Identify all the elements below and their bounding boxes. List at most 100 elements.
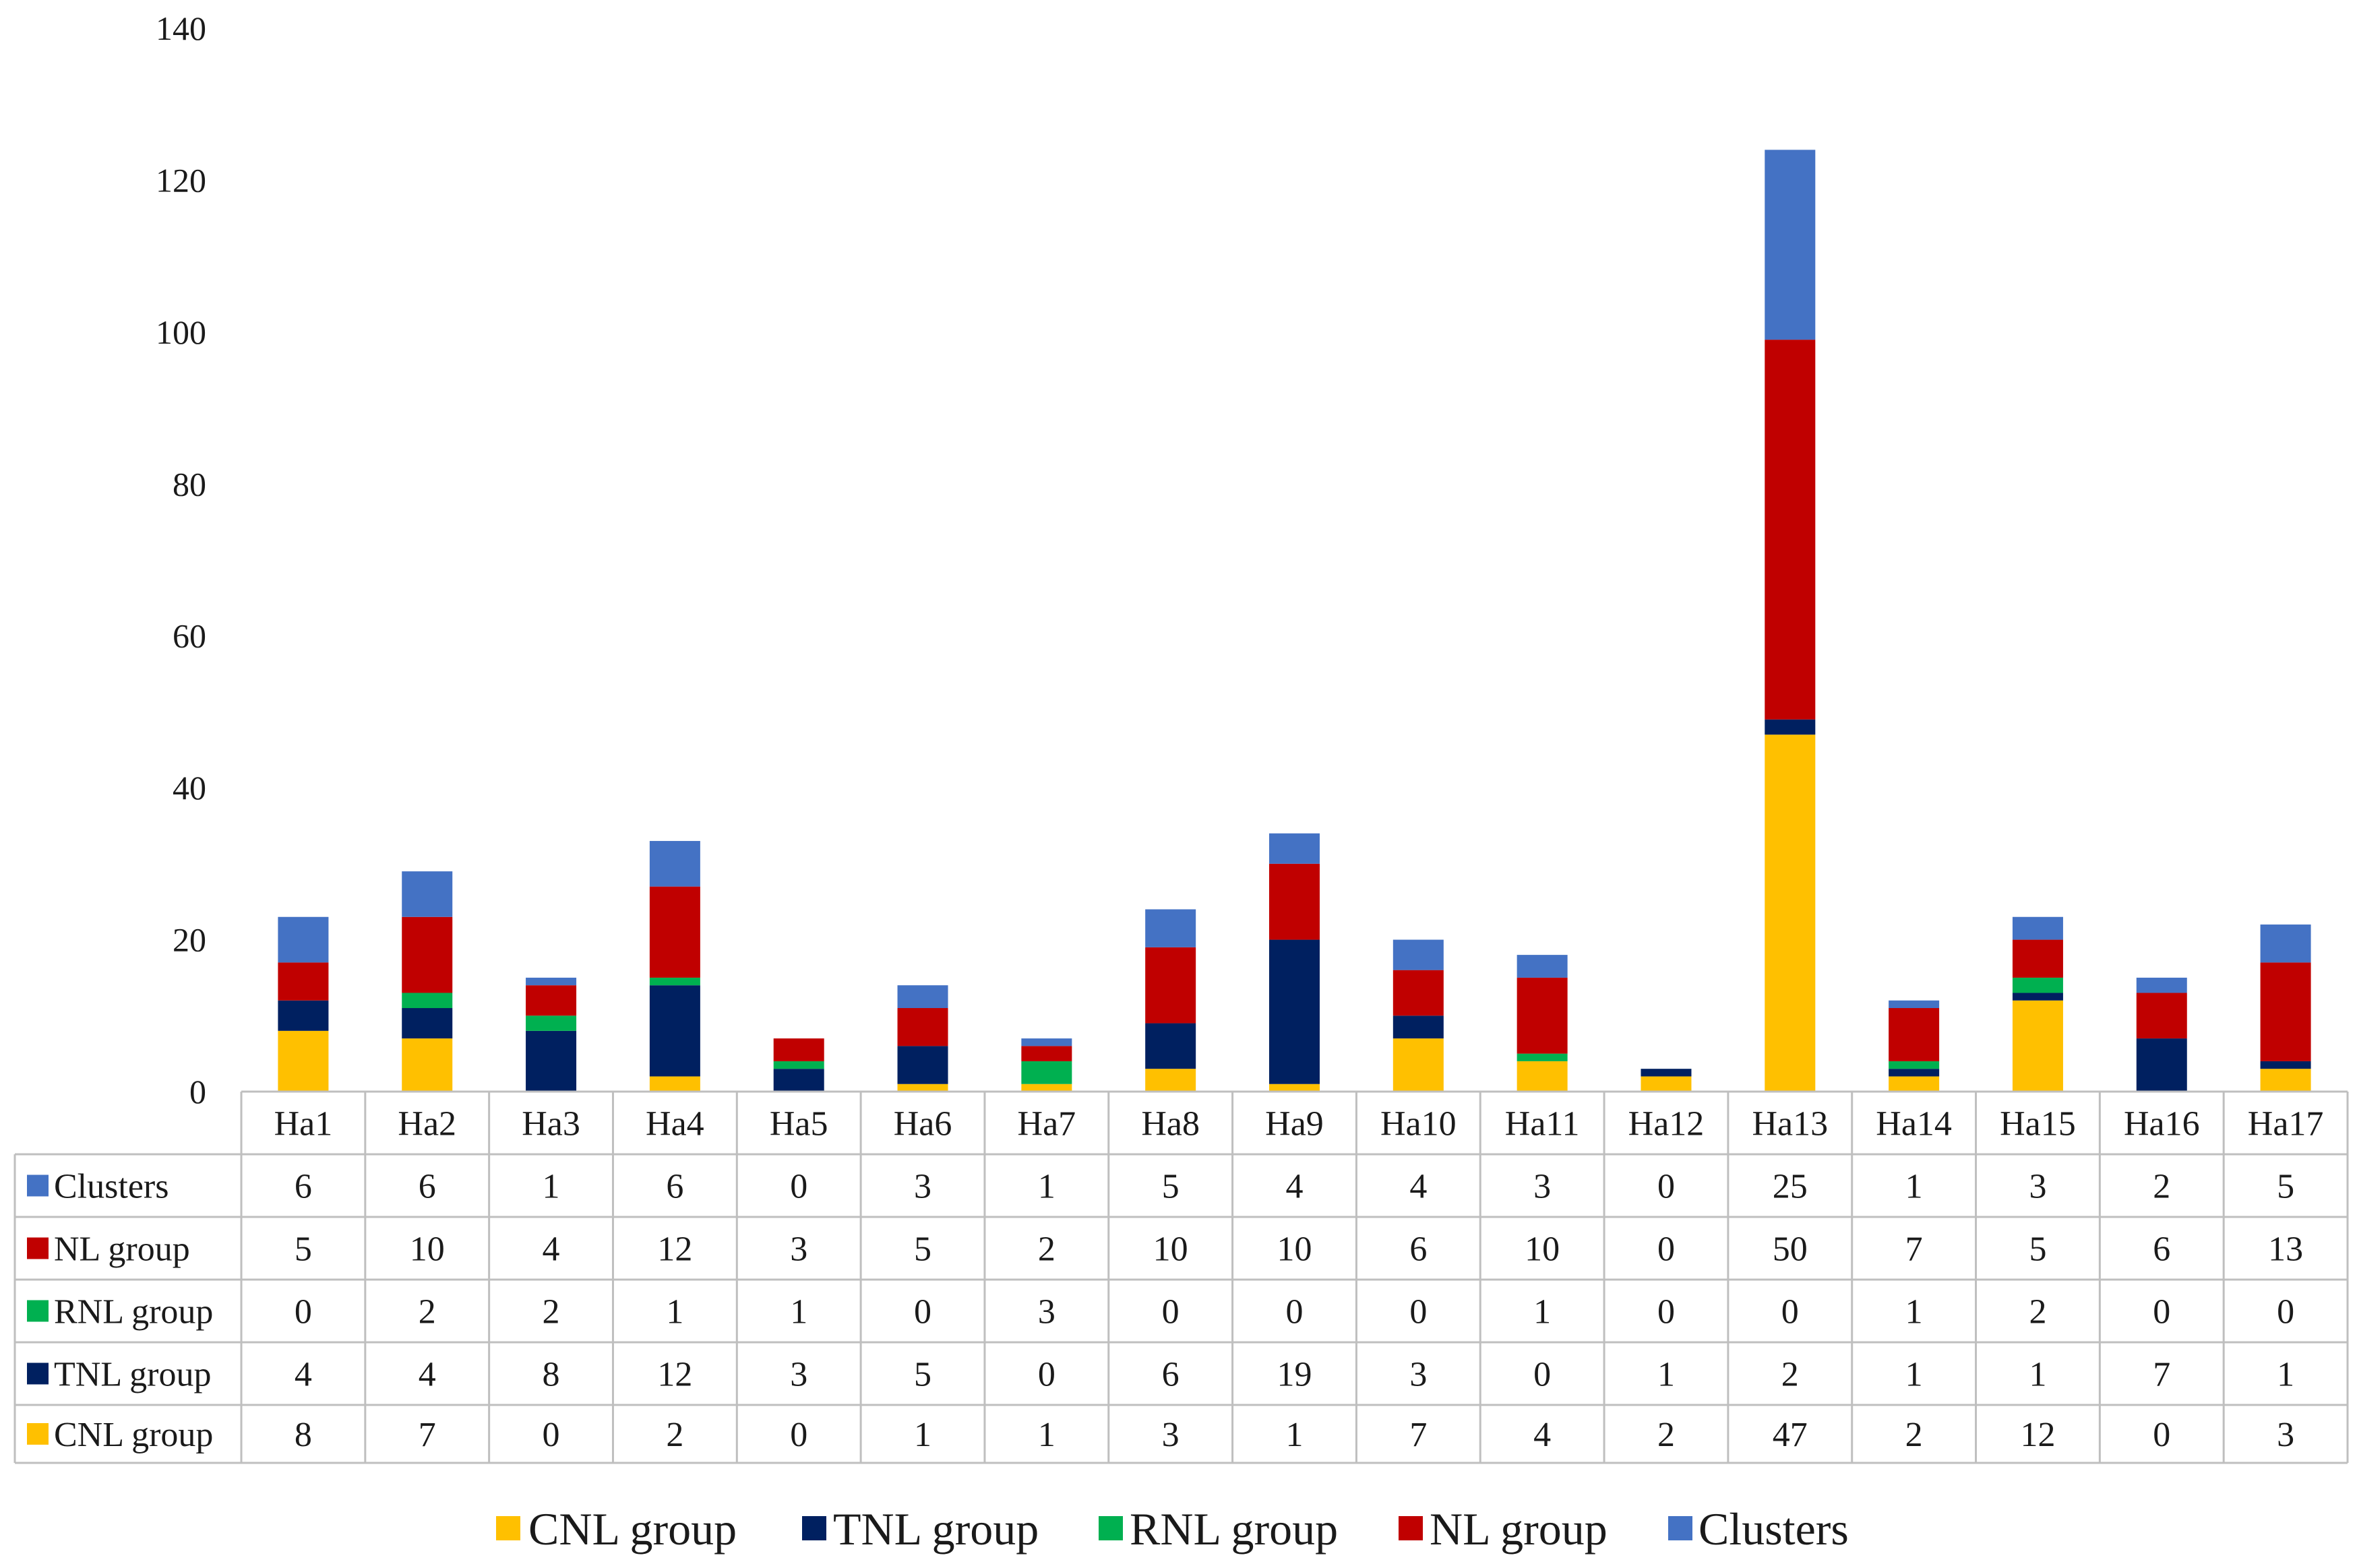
bar-nl-group-ha16	[2136, 993, 2187, 1039]
bar-tnl-group-ha14	[1889, 1069, 1940, 1077]
table-cell: 1	[2277, 1356, 2294, 1394]
table-cell: 1	[1533, 1293, 1551, 1331]
table-cell: 2	[543, 1293, 560, 1331]
table-row-swatch	[27, 1300, 49, 1322]
bar-rnl-group-ha4	[649, 977, 700, 986]
table-cell: 0	[543, 1416, 560, 1454]
bar-nl-group-ha2	[402, 916, 453, 993]
table-cell: 1	[1905, 1168, 1923, 1206]
table-cell: 7	[1409, 1416, 1427, 1454]
table-cell: 50	[1773, 1230, 1808, 1269]
table-cell: 7	[419, 1416, 436, 1454]
table-cell: 8	[543, 1356, 560, 1394]
table-cell: 3	[2277, 1416, 2294, 1454]
x-tick-label: Ha11	[1505, 1105, 1580, 1143]
y-tick-label: 0	[189, 1073, 206, 1110]
bar-tnl-group-ha16	[2136, 1038, 2187, 1092]
bar-cnl-group-ha14	[1889, 1076, 1940, 1092]
bar-tnl-group-ha4	[649, 985, 700, 1077]
y-tick-label: 60	[173, 617, 206, 655]
bar-nl-group-ha6	[897, 1008, 948, 1046]
table-cell: 0	[1038, 1356, 1055, 1394]
y-tick-label: 40	[173, 769, 206, 807]
table-row-swatch	[27, 1174, 49, 1197]
table-cell: 1	[2029, 1356, 2046, 1394]
bar-cnl-group-ha6	[897, 1084, 948, 1092]
table-cell: 3	[1409, 1356, 1427, 1394]
table-cell: 1	[666, 1293, 683, 1331]
bar-nl-group-ha17	[2260, 962, 2311, 1061]
table-row-label: NL group	[54, 1230, 190, 1269]
table-cell: 6	[2153, 1230, 2170, 1269]
legend-swatch-tnl-group	[802, 1516, 826, 1540]
table-cell: 1	[1286, 1416, 1304, 1454]
table-cell: 0	[790, 1168, 807, 1206]
bar-clusters-ha11	[1517, 955, 1568, 978]
bar-clusters-ha13	[1765, 150, 1816, 340]
bar-clusters-ha14	[1889, 1000, 1940, 1009]
table-row-label: CNL group	[54, 1416, 213, 1454]
y-tick-label: 100	[156, 313, 206, 351]
table-cell: 0	[1409, 1293, 1427, 1331]
table-cell: 1	[543, 1168, 560, 1206]
x-tick-label: Ha10	[1380, 1105, 1457, 1143]
table-cell: 4	[543, 1230, 560, 1269]
bar-cnl-group-ha9	[1269, 1084, 1320, 1092]
legend-swatch-clusters	[1668, 1516, 1692, 1540]
bar-tnl-group-ha1	[278, 1000, 329, 1031]
bar-clusters-ha15	[2012, 916, 2063, 940]
table-cell: 0	[1657, 1168, 1675, 1206]
table-cell: 4	[1286, 1168, 1304, 1206]
x-tick-label: Ha2	[398, 1105, 456, 1143]
table-cell: 6	[666, 1168, 683, 1206]
y-axis: 0 20 40 60 80 100 120 140	[156, 9, 206, 1110]
legend-label-rnl-group: RNL group	[1130, 1503, 1338, 1555]
bar-clusters-ha7	[1021, 1038, 1072, 1046]
x-tick-label: Ha17	[2248, 1105, 2324, 1143]
table-cell: 2	[419, 1293, 436, 1331]
table-cell: 5	[914, 1356, 931, 1394]
table-row-swatch	[27, 1423, 49, 1445]
x-tick-label: Ha9	[1265, 1105, 1324, 1143]
bar-cnl-group-ha7	[1021, 1084, 1072, 1092]
table-cell: 5	[914, 1230, 931, 1269]
bar-clusters-ha16	[2136, 977, 2187, 993]
bar-tnl-group-ha9	[1269, 939, 1320, 1084]
table-cell: 0	[295, 1293, 312, 1331]
table-cell: 4	[1533, 1416, 1551, 1454]
bar-tnl-group-ha17	[2260, 1061, 2311, 1069]
table-cell: 1	[1038, 1416, 1055, 1454]
table-cell: 10	[1277, 1230, 1312, 1269]
y-tick-label: 120	[156, 161, 206, 199]
table-cell: 1	[790, 1293, 807, 1331]
x-tick-label: Ha3	[522, 1105, 580, 1143]
bar-tnl-group-ha12	[1641, 1069, 1692, 1077]
table-cell: 19	[1277, 1356, 1312, 1394]
bar-clusters-ha6	[897, 985, 948, 1009]
bar-cnl-group-ha4	[649, 1076, 700, 1092]
bar-rnl-group-ha14	[1889, 1061, 1940, 1069]
legend-label-cnl-group: CNL group	[528, 1503, 737, 1555]
bar-clusters-ha9	[1269, 833, 1320, 864]
table-cell: 7	[1905, 1230, 1923, 1269]
bar-cnl-group-ha17	[2260, 1069, 2311, 1092]
bar-nl-group-ha8	[1145, 947, 1196, 1024]
table-cell: 10	[410, 1230, 445, 1269]
bar-clusters-ha10	[1392, 939, 1444, 970]
bar-rnl-group-ha3	[526, 1015, 577, 1031]
table-cell: 2	[1657, 1416, 1675, 1454]
bar-tnl-group-ha10	[1392, 1015, 1444, 1039]
x-tick-label: Ha12	[1628, 1105, 1705, 1143]
table-cell: 5	[1162, 1168, 1180, 1206]
table-cell: 0	[1162, 1293, 1180, 1331]
table-row-swatch	[27, 1237, 49, 1259]
table-cell: 2	[1038, 1230, 1055, 1269]
table-cell: 12	[657, 1230, 692, 1269]
x-tick-label: Ha4	[646, 1105, 704, 1143]
legend: CNL group TNL group RNL group NL group Clust…	[496, 1503, 1849, 1555]
bar-cnl-group-ha10	[1392, 1038, 1444, 1092]
bar-cnl-group-ha2	[402, 1038, 453, 1092]
table-row-label: Clusters	[54, 1168, 169, 1206]
bar-cnl-group-ha12	[1641, 1076, 1692, 1092]
bar-cnl-group-ha8	[1145, 1069, 1196, 1092]
